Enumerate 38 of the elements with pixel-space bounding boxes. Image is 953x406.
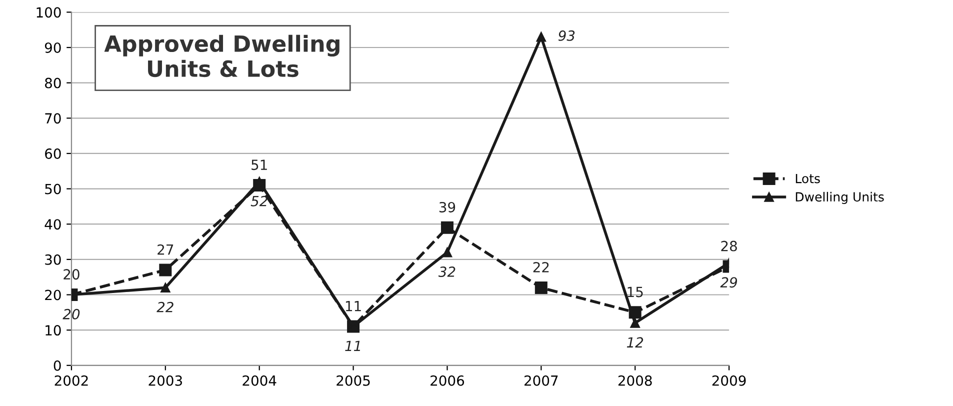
y-tick-label: 50 [45,184,61,194]
data-label: 20 [62,308,80,320]
x-tick-label: 2009 [712,375,746,386]
x-tick-label: 2006 [430,375,464,386]
legend-label: Dwelling Units [796,192,884,204]
data-label: 11 [346,301,361,312]
y-tick-label: 60 [45,148,61,159]
x-tick-label: 2005 [336,375,370,386]
y-tick-label: 20 [45,290,61,300]
x-tick-label: 2002 [54,375,88,386]
data-label: 29 [720,277,738,288]
data-label: 28 [721,240,737,252]
data-label: 22 [156,302,174,312]
data-label: 51 [252,160,267,170]
y-tick-label: 70 [45,113,61,124]
y-tick-label: 10 [46,325,61,336]
legend-label: Lots [796,174,820,184]
data-label: 15 [628,286,643,298]
data-label: 20 [64,269,80,280]
x-tick-label: 2003 [148,375,182,386]
y-tick-label: 40 [44,219,61,230]
y-tick-label: 100 [36,7,61,18]
data-label: 12 [626,337,644,348]
x-tick-label: 2007 [524,375,558,386]
y-tick-label: 30 [45,254,61,265]
data-label: 93 [558,30,575,41]
data-label: 27 [158,244,174,255]
data-label: 32 [438,266,456,278]
y-tick-label: 0 [54,360,61,371]
y-tick-label: 80 [45,78,61,88]
data-label: 11 [345,340,360,351]
y-tick-label: 90 [44,42,61,53]
data-label: 22 [533,262,549,272]
data-label: 52 [250,196,268,206]
text: Approved Dwelling Units & Lots [104,34,340,78]
x-tick-label: 2008 [618,375,652,386]
data-label: 39 [439,202,456,212]
x-tick-label: 2004 [242,375,276,386]
